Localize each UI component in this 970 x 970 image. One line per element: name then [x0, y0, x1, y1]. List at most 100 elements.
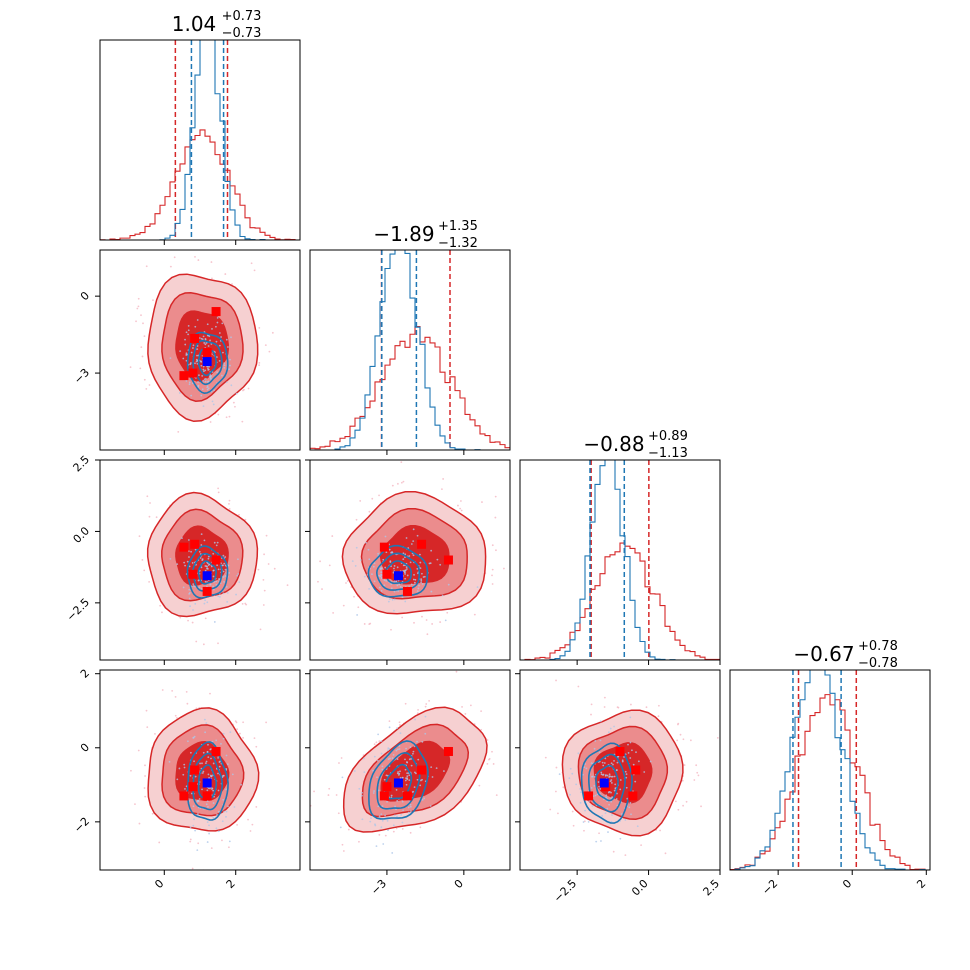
- sample-point-b: [412, 540, 415, 543]
- sample-point-a: [368, 510, 371, 513]
- sample-point-b: [397, 590, 400, 592]
- sample-point-b: [201, 762, 203, 765]
- sample-point-a: [209, 421, 212, 423]
- sample-point-b: [203, 718, 206, 721]
- sample-point-b: [200, 394, 203, 397]
- sample-point-b: [404, 600, 407, 603]
- sample-point-a: [328, 787, 331, 790]
- sample-point-a: [194, 256, 196, 258]
- sample-point-b: [613, 760, 615, 762]
- sample-point-b: [206, 562, 209, 565]
- sample-point-b: [395, 789, 398, 791]
- sample-point-b: [206, 388, 209, 391]
- sample-point-b: [416, 567, 419, 570]
- sample-point-b: [380, 740, 383, 742]
- sample-point-a: [202, 643, 205, 646]
- sample-point-a: [135, 320, 137, 323]
- sample-point-b: [207, 387, 210, 390]
- sample-point-b: [595, 840, 598, 843]
- sample-point-b: [429, 805, 432, 807]
- panel-frame: [519, 669, 721, 871]
- sample-point-b: [392, 824, 395, 827]
- sample-point-b: [424, 715, 427, 718]
- sample-point-b: [378, 586, 381, 589]
- sample-point-b: [215, 356, 218, 358]
- sample-point-b: [229, 364, 231, 367]
- sample-point-a: [346, 580, 349, 582]
- sample-point-b: [413, 745, 416, 748]
- sample-point-b: [201, 558, 204, 561]
- sample-point-a: [148, 515, 151, 518]
- sample-point-b: [192, 583, 195, 586]
- sample-point-b: [402, 558, 405, 560]
- sample-point-b: [624, 770, 627, 773]
- sample-point-b: [610, 782, 613, 784]
- sample-point-b: [436, 558, 439, 561]
- sample-point-b: [369, 820, 372, 823]
- sample-point-a: [137, 297, 140, 300]
- sample-point-b: [611, 775, 614, 778]
- sample-point-a: [154, 733, 156, 735]
- sample-point-a: [138, 535, 141, 538]
- sample-point-a: [353, 595, 355, 598]
- sample-point-a: [491, 544, 494, 547]
- sample-point-a: [177, 430, 180, 433]
- sample-point-b: [188, 588, 191, 591]
- sample-point-a: [134, 803, 136, 806]
- sample-point-a: [232, 401, 235, 404]
- sample-point-b: [202, 368, 205, 371]
- sample-point-b: [584, 809, 586, 812]
- sample-point-b: [205, 565, 208, 568]
- sample-point-b: [398, 748, 401, 750]
- sample-point-b: [190, 351, 193, 354]
- best-marker-a: [443, 555, 453, 565]
- sample-point-b: [233, 806, 236, 808]
- sample-point-a: [341, 843, 344, 846]
- sample-point-a: [659, 829, 661, 832]
- sample-point-b: [388, 598, 391, 600]
- sample-point-b: [414, 772, 417, 775]
- sample-point-b: [410, 764, 413, 767]
- sample-point-b: [203, 602, 206, 605]
- sample-point-a: [263, 553, 265, 556]
- sample-point-b: [413, 573, 415, 576]
- sample-point-b: [212, 588, 215, 591]
- sample-point-b: [376, 776, 378, 779]
- sample-point-b: [579, 801, 582, 804]
- sample-point-b: [600, 840, 602, 842]
- panel-title-upper: +0.78: [858, 639, 898, 654]
- sample-point-a: [441, 488, 443, 491]
- sample-point-b: [196, 348, 199, 351]
- sample-point-a: [130, 769, 132, 772]
- sample-point-b: [187, 333, 190, 336]
- sample-point-b: [222, 732, 225, 735]
- best-marker-a: [211, 746, 221, 756]
- sample-point-b: [216, 564, 219, 567]
- sample-point-b: [212, 575, 215, 578]
- sample-point-a: [234, 405, 236, 408]
- sample-point-b: [410, 583, 413, 586]
- sample-point-b: [214, 325, 217, 328]
- sample-point-b: [204, 731, 207, 734]
- y-tick-label: 0: [78, 289, 92, 303]
- sample-point-b: [203, 539, 206, 542]
- sample-point-b: [190, 550, 192, 553]
- sample-point-a: [255, 806, 258, 808]
- sample-point-b: [183, 763, 186, 766]
- sample-point-a: [143, 787, 146, 789]
- sample-point-a: [328, 564, 331, 567]
- sample-point-b: [201, 338, 204, 341]
- sample-point-b: [395, 580, 398, 583]
- sample-point-b: [235, 593, 237, 596]
- sample-point-b: [207, 555, 210, 558]
- panel-content-0-0: [100, 40, 300, 240]
- sample-point-b: [222, 564, 224, 567]
- sample-point-b: [649, 760, 652, 763]
- y-tick-label: −3: [71, 366, 92, 387]
- sample-point-b: [226, 763, 229, 766]
- sample-point-b: [228, 840, 231, 843]
- sample-point-a: [241, 420, 244, 423]
- sample-point-a: [171, 689, 174, 692]
- sample-point-a: [523, 605, 525, 607]
- sample-point-a: [572, 824, 575, 827]
